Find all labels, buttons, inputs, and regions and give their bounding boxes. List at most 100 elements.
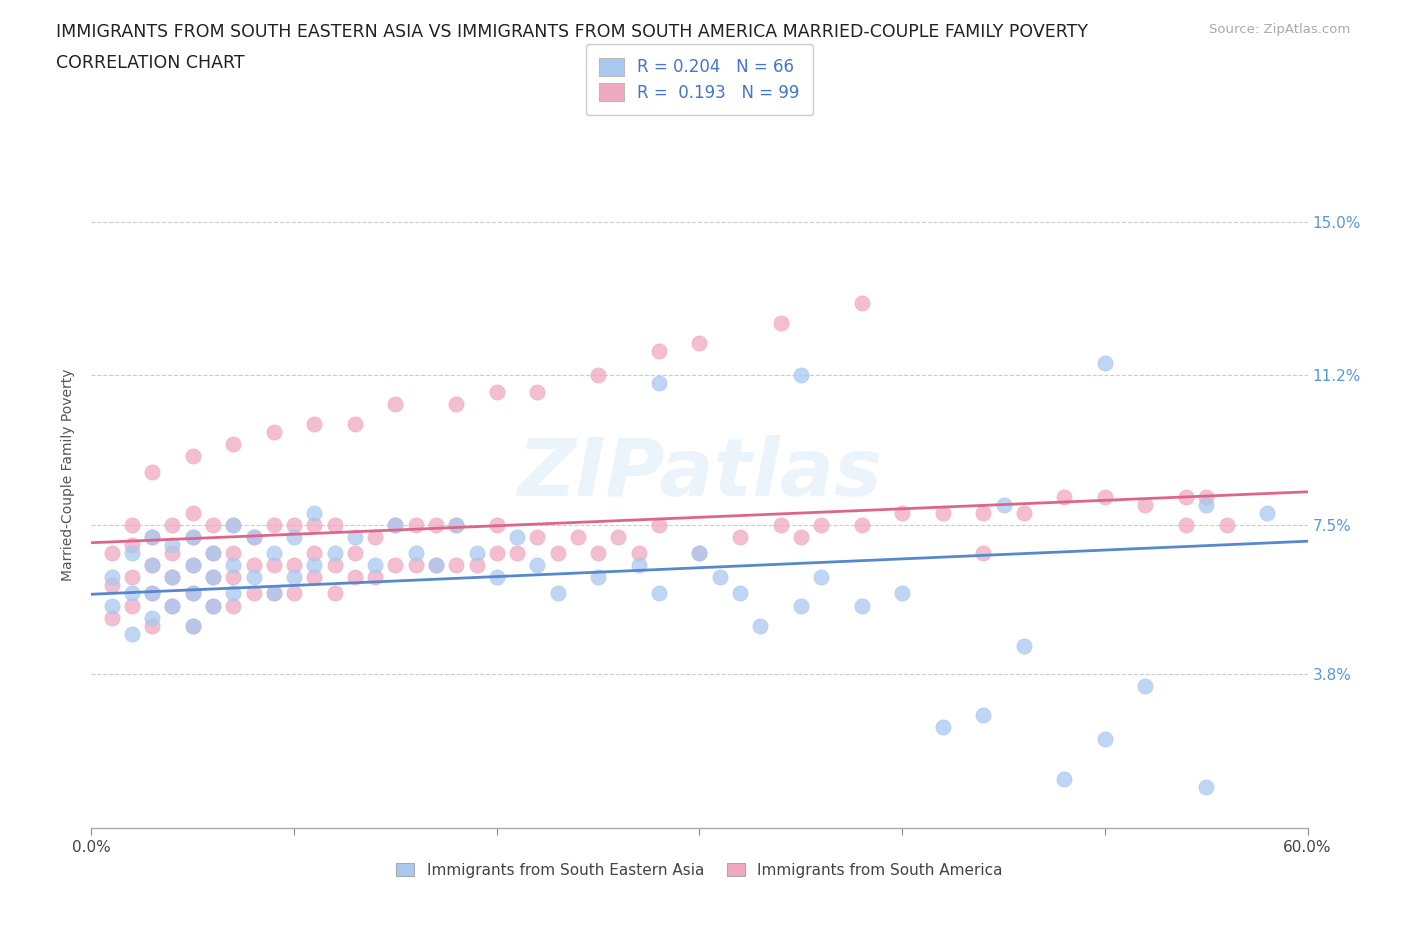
Point: [485, 517, 508, 532]
Point: [769, 315, 792, 330]
Point: [769, 517, 792, 532]
Point: [181, 618, 204, 633]
Point: [547, 546, 569, 561]
Point: [100, 610, 122, 625]
Point: [790, 368, 813, 383]
Point: [1195, 498, 1218, 512]
Point: [304, 417, 326, 432]
Point: [465, 546, 488, 561]
Point: [444, 396, 467, 411]
Point: [141, 558, 163, 573]
Point: [567, 529, 589, 544]
Point: [343, 546, 366, 561]
Point: [181, 586, 204, 601]
Point: [121, 546, 143, 561]
Point: [202, 546, 225, 561]
Point: [222, 517, 245, 532]
Point: [304, 505, 326, 520]
Point: [242, 529, 264, 544]
Point: [181, 505, 204, 520]
Point: [1195, 780, 1218, 795]
Text: ZIPatlas: ZIPatlas: [517, 435, 882, 513]
Point: [343, 417, 366, 432]
Point: [627, 558, 650, 573]
Point: [972, 505, 994, 520]
Point: [162, 546, 184, 561]
Text: IMMIGRANTS FROM SOUTH EASTERN ASIA VS IMMIGRANTS FROM SOUTH AMERICA MARRIED-COUP: IMMIGRANTS FROM SOUTH EASTERN ASIA VS IM…: [56, 23, 1088, 41]
Point: [304, 517, 326, 532]
Point: [465, 558, 488, 573]
Point: [141, 610, 163, 625]
Point: [1053, 772, 1076, 787]
Point: [485, 546, 508, 561]
Point: [931, 719, 953, 734]
Point: [444, 558, 467, 573]
Point: [263, 424, 285, 439]
Point: [323, 546, 346, 561]
Point: [242, 586, 264, 601]
Point: [141, 529, 163, 544]
Point: [283, 570, 305, 585]
Point: [931, 505, 953, 520]
Point: [121, 517, 143, 532]
Point: [810, 517, 832, 532]
Point: [1094, 489, 1116, 504]
Point: [304, 546, 326, 561]
Point: [222, 586, 245, 601]
Point: [364, 529, 387, 544]
Point: [526, 558, 548, 573]
Point: [202, 570, 225, 585]
Point: [1053, 489, 1076, 504]
Point: [121, 586, 143, 601]
Text: Source: ZipAtlas.com: Source: ZipAtlas.com: [1209, 23, 1350, 36]
Point: [100, 570, 122, 585]
Point: [181, 529, 204, 544]
Point: [304, 558, 326, 573]
Point: [242, 558, 264, 573]
Point: [526, 529, 548, 544]
Point: [304, 570, 326, 585]
Point: [405, 517, 427, 532]
Point: [162, 598, 184, 613]
Point: [364, 558, 387, 573]
Point: [181, 558, 204, 573]
Point: [141, 529, 163, 544]
Point: [202, 546, 225, 561]
Point: [526, 384, 548, 399]
Point: [323, 586, 346, 601]
Point: [162, 538, 184, 552]
Point: [263, 546, 285, 561]
Point: [728, 529, 751, 544]
Point: [100, 546, 122, 561]
Point: [586, 570, 609, 585]
Point: [162, 598, 184, 613]
Point: [141, 586, 163, 601]
Point: [749, 618, 772, 633]
Point: [343, 529, 366, 544]
Point: [121, 538, 143, 552]
Point: [851, 517, 873, 532]
Point: [283, 517, 305, 532]
Point: [405, 546, 427, 561]
Point: [586, 368, 609, 383]
Point: [202, 570, 225, 585]
Point: [444, 517, 467, 532]
Point: [141, 586, 163, 601]
Point: [162, 570, 184, 585]
Point: [263, 586, 285, 601]
Point: [384, 517, 406, 532]
Point: [384, 558, 406, 573]
Y-axis label: Married-Couple Family Poverty: Married-Couple Family Poverty: [62, 368, 76, 580]
Point: [547, 586, 569, 601]
Point: [222, 517, 245, 532]
Point: [283, 529, 305, 544]
Point: [263, 586, 285, 601]
Point: [222, 436, 245, 451]
Point: [162, 570, 184, 585]
Point: [283, 586, 305, 601]
Point: [1175, 489, 1198, 504]
Point: [181, 529, 204, 544]
Point: [162, 517, 184, 532]
Point: [506, 529, 529, 544]
Point: [1215, 517, 1237, 532]
